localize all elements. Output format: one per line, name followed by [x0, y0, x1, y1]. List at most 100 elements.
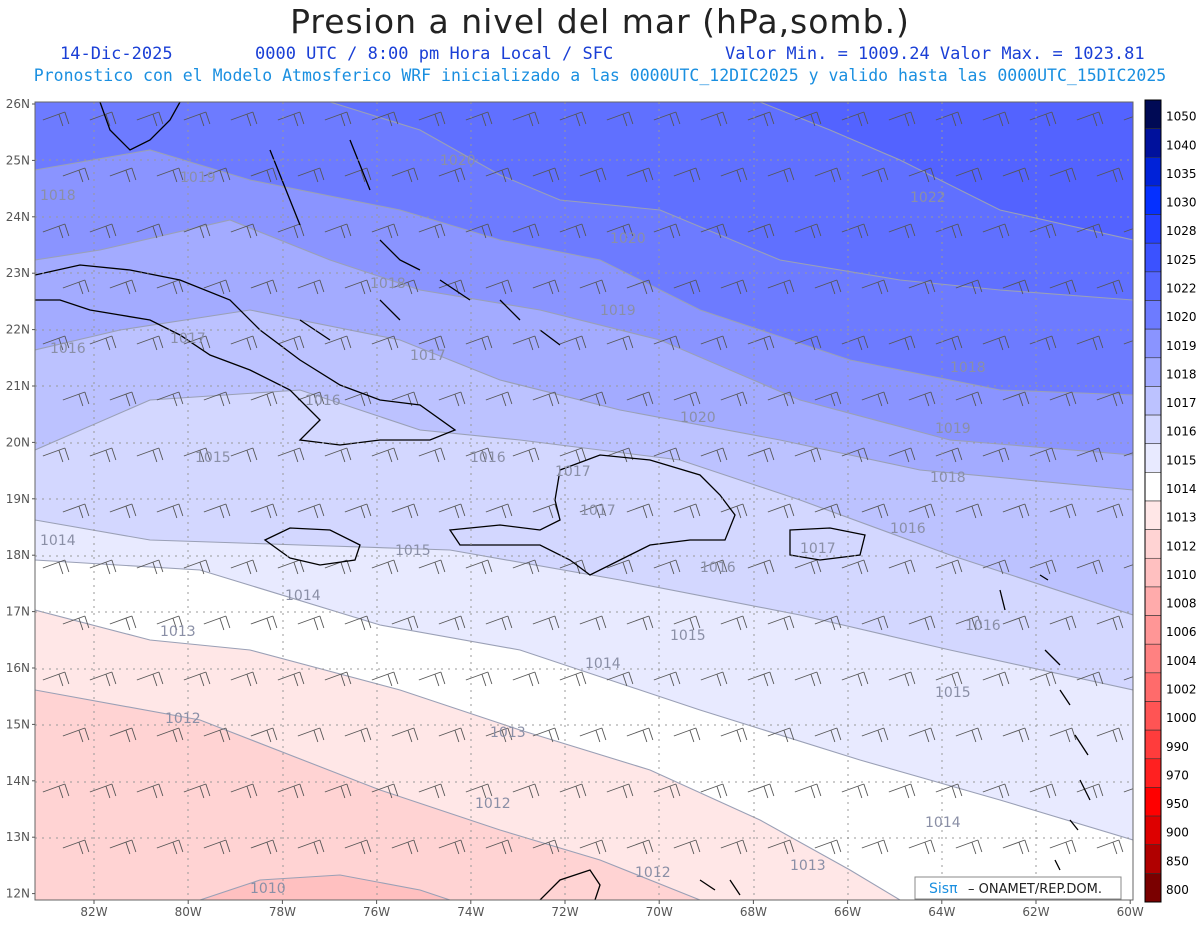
wind-barb: [250, 279, 278, 295]
colorbar-label: 1002: [1166, 683, 1197, 697]
wind-barb: [438, 727, 466, 743]
contour-label: 1013: [160, 624, 196, 640]
wind-barb: [89, 223, 117, 239]
wind-barb: [720, 279, 748, 295]
lat-label: 23N: [6, 266, 30, 280]
wind-barb: [532, 615, 560, 631]
jamaica-coast: [263, 527, 361, 566]
wind-barb: [861, 839, 889, 855]
wind-barb: [1029, 559, 1057, 575]
wind-barb: [747, 671, 775, 687]
wind-barb: [1002, 727, 1030, 743]
wind-barb: [626, 167, 654, 183]
wind-barb: [438, 503, 466, 519]
wind-barb: [485, 391, 513, 407]
wind-barb: [418, 335, 446, 351]
wind-barb: [559, 223, 587, 239]
wind-barb: [42, 447, 70, 463]
wind-barb: [344, 615, 372, 631]
wind-barb: [606, 335, 634, 351]
wind-barb: [579, 615, 607, 631]
wind-barb: [861, 615, 889, 631]
wind-barb: [438, 615, 466, 631]
wind-barb: [767, 615, 795, 631]
wind-barb: [203, 615, 231, 631]
wind-barb: [767, 503, 795, 519]
wind-barb: [1049, 391, 1077, 407]
wind-barb: [767, 839, 795, 855]
wind-barb: [606, 671, 634, 687]
contour-label: 1020: [680, 410, 716, 426]
colorbar-label: 900: [1166, 826, 1189, 840]
lon-label: 74W: [457, 905, 484, 919]
wind-barb: [183, 559, 211, 575]
lon-label: 70W: [646, 905, 673, 919]
colorbar-swatch: [1144, 357, 1162, 387]
wind-barb: [183, 111, 211, 127]
wind-barb: [559, 447, 587, 463]
lon-label: 78W: [269, 905, 296, 919]
wind-barb: [1096, 615, 1124, 631]
lon-label: 72W: [551, 905, 578, 919]
wind-barb: [982, 783, 1010, 799]
wind-barb: [324, 223, 352, 239]
colorbar-swatch: [1144, 156, 1162, 187]
latitude-labels: 26N 25N 24N 23N 22N 21N 20N 19N 18N 17N 16N 15N 14N 1…: [6, 97, 35, 901]
wind-barb: [720, 727, 748, 743]
contour-label: 1014: [585, 656, 621, 672]
wind-barb: [1096, 391, 1124, 407]
wind-barb: [62, 391, 90, 407]
contour-label: 1015: [670, 628, 706, 644]
colorbar-swatch: [1144, 815, 1162, 846]
wind-barb: [297, 167, 325, 183]
wind-barb: [1076, 671, 1104, 687]
wind-barb: [250, 391, 278, 407]
wind-barb: [532, 839, 560, 855]
wind-barb: [277, 671, 305, 687]
south-american-coast: [539, 869, 741, 900]
wind-barb: [391, 615, 419, 631]
wind-barb: [606, 559, 634, 575]
wind-barb: [1076, 111, 1104, 127]
wind-barb: [579, 839, 607, 855]
wind-barb: [42, 783, 70, 799]
contour-label: 1017: [800, 541, 836, 557]
contour-label: 1019: [600, 303, 636, 319]
wind-barb: [371, 559, 399, 575]
wind-barb: [203, 279, 231, 295]
colorbar-label: 850: [1166, 854, 1189, 868]
wind-barb: [465, 223, 493, 239]
wind-barb: [371, 671, 399, 687]
wind-barb: [794, 223, 822, 239]
wind-barb: [42, 671, 70, 687]
wind-barb: [62, 503, 90, 519]
colorbar-label: 970: [1166, 768, 1189, 782]
wind-barb: [297, 279, 325, 295]
wind-barb: [767, 279, 795, 295]
wind-barb: [814, 167, 842, 183]
contour-label: 1014: [925, 815, 961, 831]
wind-barb: [908, 727, 936, 743]
wind-barb: [465, 447, 493, 463]
wind-barb: [908, 391, 936, 407]
wind-barb: [485, 727, 513, 743]
wind-barb: [344, 167, 372, 183]
wind-barb: [344, 727, 372, 743]
wind-barb: [814, 727, 842, 743]
wind-barb: [955, 279, 983, 295]
wind-barb: [250, 503, 278, 519]
wind-barb: [888, 111, 916, 127]
wind-barb: [297, 727, 325, 743]
wind-barb: [485, 167, 513, 183]
wind-barb: [89, 335, 117, 351]
wind-barb: [391, 167, 419, 183]
wind-barb: [841, 783, 869, 799]
wind-barb: [653, 559, 681, 575]
contour-label: 1014: [40, 533, 76, 549]
wind-barb: [908, 503, 936, 519]
colorbar-swatch: [1144, 529, 1162, 559]
wind-barb: [673, 391, 701, 407]
wind-barb: [653, 335, 681, 351]
wind-barb: [62, 279, 90, 295]
